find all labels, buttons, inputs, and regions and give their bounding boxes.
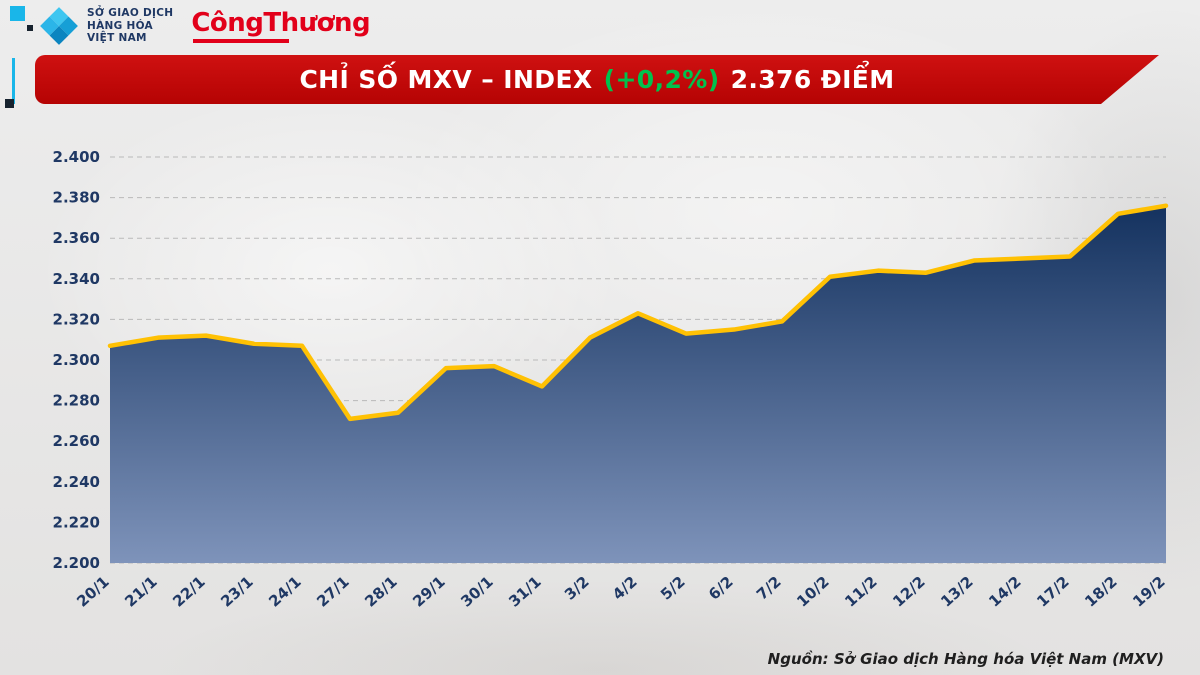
x-tick-label: 6/2 xyxy=(705,573,737,604)
congthuong-logo: CôngThương xyxy=(191,7,371,43)
x-tick-label: 27/1 xyxy=(313,573,352,611)
x-tick-label: 17/2 xyxy=(1033,573,1072,611)
decorative-dark-square-2 xyxy=(5,99,14,108)
x-tick-label: 24/1 xyxy=(265,573,304,611)
y-tick-label: 2.320 xyxy=(53,310,100,328)
mxv-logo: SỞ GIAO DỊCH HÀNG HÓA VIỆT NAM xyxy=(38,5,173,47)
y-axis-labels: 2.200 2.220 2.240 2.260 2.280 2.300 2.320 2.340… xyxy=(53,148,100,572)
y-tick-label: 2.200 xyxy=(53,554,100,572)
source-note: Nguồn: Sở Giao dịch Hàng hóa Việt Nam (M… xyxy=(767,650,1164,668)
x-tick-label: 13/2 xyxy=(937,573,976,611)
x-tick-label: 3/2 xyxy=(561,573,593,604)
chart-area: 2.200 2.220 2.240 2.260 2.280 2.300 2.320 2.340… xyxy=(28,125,1178,645)
area-series xyxy=(110,205,1166,563)
line-series xyxy=(107,203,1169,422)
x-tick-label: 14/2 xyxy=(985,573,1024,611)
x-tick-label: 10/2 xyxy=(793,573,832,611)
mxv-logo-line2: HÀNG HÓA xyxy=(87,19,153,32)
x-tick-label: 30/1 xyxy=(457,573,496,611)
y-tick-label: 2.240 xyxy=(53,473,100,491)
title-change: (+0,2%) xyxy=(603,65,720,94)
x-tick-label: 5/2 xyxy=(657,573,689,604)
x-axis-labels: 20/1 21/1 22/1 23/1 24/1 27/1 28/1 29/1 30/1 31/1… xyxy=(73,573,1168,611)
y-tick-label: 2.360 xyxy=(53,229,100,247)
mxv-logo-text: SỞ GIAO DỊCH HÀNG HÓA VIỆT NAM xyxy=(87,7,173,44)
title-main: CHỈ SỐ MXV – INDEX xyxy=(299,65,593,94)
decorative-dark-square xyxy=(27,25,33,31)
x-tick-label: 31/1 xyxy=(505,573,544,611)
mxv-logo-line1: SỞ GIAO DỊCH xyxy=(87,7,174,20)
y-tick-label: 2.300 xyxy=(53,351,100,369)
x-tick-label: 18/2 xyxy=(1081,573,1120,611)
x-tick-label: 4/2 xyxy=(609,573,641,604)
x-tick-label: 12/2 xyxy=(889,573,928,611)
y-tick-label: 2.340 xyxy=(53,270,100,288)
x-tick-label: 7/2 xyxy=(753,573,785,604)
x-tick-label: 21/1 xyxy=(121,573,160,611)
x-tick-label: 29/1 xyxy=(409,573,448,611)
mxv-logo-line3: VIỆT NAM xyxy=(87,32,147,45)
y-tick-label: 2.280 xyxy=(53,392,100,410)
header: SỞ GIAO DỊCH HÀNG HÓA VIỆT NAM CôngThươn… xyxy=(38,5,371,47)
decorative-cyan-square xyxy=(10,6,25,21)
congthuong-logo-text: CôngThương xyxy=(191,7,371,38)
y-tick-label: 2.380 xyxy=(53,189,100,207)
y-tick-label: 2.260 xyxy=(53,432,100,450)
y-tick-label: 2.400 xyxy=(53,148,100,166)
chart-svg: 2.200 2.220 2.240 2.260 2.280 2.300 2.320 2.340… xyxy=(53,148,1169,611)
x-tick-label: 11/2 xyxy=(841,573,880,611)
congthuong-logo-underline xyxy=(193,38,290,43)
x-tick-label: 23/1 xyxy=(217,573,256,611)
x-tick-label: 19/2 xyxy=(1129,573,1168,611)
chart-title-banner: CHỈ SỐ MXV – INDEX (+0,2%) 2.376 ĐIỂM xyxy=(35,55,1159,104)
decorative-cyan-bar xyxy=(12,58,15,104)
y-tick-label: 2.220 xyxy=(53,513,100,531)
x-tick-label: 28/1 xyxy=(361,573,400,611)
title-points: 2.376 ĐIỂM xyxy=(730,65,895,94)
x-tick-label: 20/1 xyxy=(73,573,112,611)
x-tick-label: 22/1 xyxy=(169,573,208,611)
mxv-diamond-icon xyxy=(40,7,78,45)
